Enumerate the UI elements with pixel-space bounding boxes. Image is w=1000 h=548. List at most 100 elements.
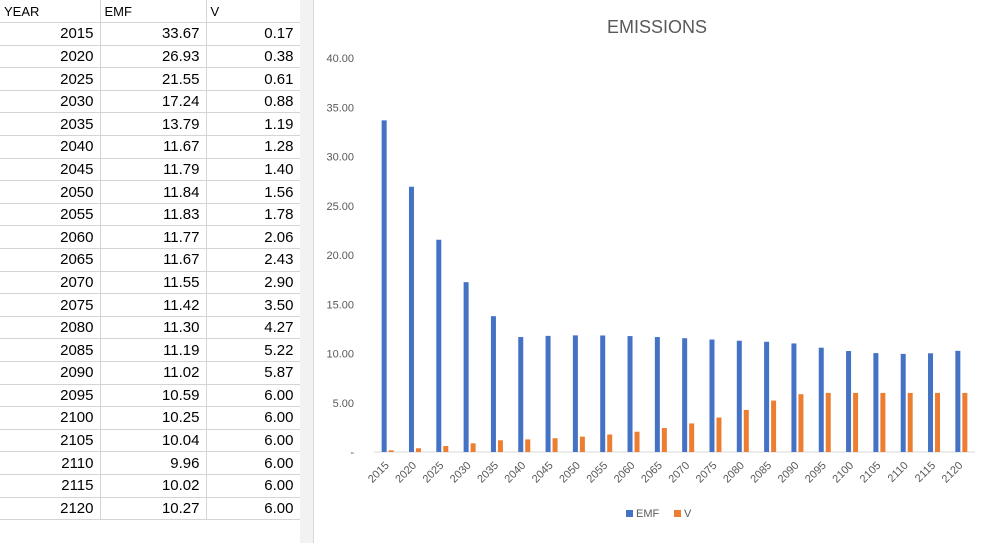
bar-emf-2100[interactable] xyxy=(846,351,852,452)
cell-emf[interactable]: 11.19 xyxy=(100,338,207,362)
cell-v[interactable]: 0.38 xyxy=(206,45,301,69)
cell-v[interactable]: 1.56 xyxy=(206,180,301,204)
bar-emf-2020[interactable] xyxy=(408,186,414,452)
cell-v[interactable]: 2.90 xyxy=(206,271,301,295)
bar-emf-2025[interactable] xyxy=(436,239,442,452)
cell-year[interactable]: 2060 xyxy=(0,225,101,250)
bar-emf-2040[interactable] xyxy=(518,337,524,452)
cell-v[interactable]: 0.88 xyxy=(206,90,301,114)
bar-v-2050[interactable] xyxy=(579,436,585,452)
bar-v-2105[interactable] xyxy=(880,392,886,452)
cell-v[interactable]: 5.87 xyxy=(206,361,301,385)
cell-emf[interactable]: 17.24 xyxy=(100,90,207,114)
bar-v-2030[interactable] xyxy=(470,443,476,452)
cell-emf[interactable]: 10.27 xyxy=(100,497,207,521)
cell-v[interactable]: 3.50 xyxy=(206,293,301,317)
bar-emf-2095[interactable] xyxy=(818,347,824,452)
header-cell-v[interactable]: V xyxy=(206,0,301,24)
bar-emf-2075[interactable] xyxy=(709,339,715,452)
cell-emf[interactable]: 11.83 xyxy=(100,203,207,227)
cell-emf[interactable]: 26.93 xyxy=(100,45,207,69)
bar-v-2080[interactable] xyxy=(743,409,749,452)
cell-emf[interactable]: 10.02 xyxy=(100,474,207,498)
cell-emf[interactable]: 13.79 xyxy=(100,112,207,137)
cell-emf[interactable]: 11.67 xyxy=(100,135,207,159)
cell-emf[interactable]: 11.84 xyxy=(100,180,207,204)
cell-year[interactable]: 2040 xyxy=(0,135,101,159)
bar-v-2045[interactable] xyxy=(552,438,558,452)
cell-v[interactable]: 6.00 xyxy=(206,497,301,521)
bar-v-2070[interactable] xyxy=(689,423,695,452)
cell-year[interactable]: 2070 xyxy=(0,271,101,295)
cell-year[interactable]: 2065 xyxy=(0,248,101,272)
bar-emf-2105[interactable] xyxy=(873,353,879,452)
bar-v-2065[interactable] xyxy=(661,428,667,452)
bar-v-2085[interactable] xyxy=(771,400,777,452)
cell-v[interactable]: 1.19 xyxy=(206,112,301,137)
cell-emf[interactable]: 11.30 xyxy=(100,316,207,340)
cell-emf[interactable]: 11.79 xyxy=(100,158,207,182)
cell-year[interactable]: 2085 xyxy=(0,338,101,362)
cell-v[interactable]: 4.27 xyxy=(206,316,301,340)
cell-year[interactable]: 2090 xyxy=(0,361,101,385)
cell-v[interactable]: 0.61 xyxy=(206,67,301,91)
cell-year[interactable]: 2020 xyxy=(0,45,101,69)
cell-emf[interactable]: 11.42 xyxy=(100,293,207,317)
cell-emf[interactable]: 11.55 xyxy=(100,271,207,295)
cell-emf[interactable]: 10.04 xyxy=(100,429,207,453)
bar-v-2120[interactable] xyxy=(962,392,968,452)
header-cell-year[interactable]: YEAR xyxy=(0,0,101,24)
bar-emf-2035[interactable] xyxy=(490,316,496,452)
cell-v[interactable]: 6.00 xyxy=(206,451,301,475)
cell-v[interactable]: 0.17 xyxy=(206,22,301,46)
cell-year[interactable]: 2050 xyxy=(0,180,101,204)
bar-emf-2090[interactable] xyxy=(791,343,797,452)
cell-v[interactable]: 6.00 xyxy=(206,384,301,408)
bar-v-2075[interactable] xyxy=(716,417,722,452)
cell-year[interactable]: 2055 xyxy=(0,203,101,227)
cell-v[interactable]: 5.22 xyxy=(206,338,301,362)
bar-v-2015[interactable] xyxy=(388,450,394,452)
cell-emf[interactable]: 11.77 xyxy=(100,225,207,250)
cell-v[interactable]: 6.00 xyxy=(206,406,301,430)
bar-v-2055[interactable] xyxy=(607,434,613,452)
cell-emf[interactable]: 11.02 xyxy=(100,361,207,385)
cell-year[interactable]: 2115 xyxy=(0,474,101,498)
cell-v[interactable]: 6.00 xyxy=(206,474,301,498)
bar-emf-2110[interactable] xyxy=(900,353,906,452)
cell-year[interactable]: 2075 xyxy=(0,293,101,317)
cell-emf[interactable]: 9.96 xyxy=(100,451,207,475)
cell-v[interactable]: 2.06 xyxy=(206,225,301,250)
cell-v[interactable]: 1.40 xyxy=(206,158,301,182)
bar-emf-2065[interactable] xyxy=(654,337,660,452)
cell-emf[interactable]: 21.55 xyxy=(100,67,207,91)
cell-emf[interactable]: 10.59 xyxy=(100,384,207,408)
bar-v-2090[interactable] xyxy=(798,394,804,452)
bar-emf-2055[interactable] xyxy=(600,335,606,452)
bar-emf-2085[interactable] xyxy=(764,341,770,452)
bar-v-2040[interactable] xyxy=(525,439,531,452)
cell-year[interactable]: 2025 xyxy=(0,67,101,91)
bar-emf-2115[interactable] xyxy=(928,353,934,452)
cell-year[interactable]: 2100 xyxy=(0,406,101,430)
bar-v-2035[interactable] xyxy=(497,440,503,452)
bar-emf-2045[interactable] xyxy=(545,335,551,452)
cell-v[interactable]: 2.43 xyxy=(206,248,301,272)
bar-v-2100[interactable] xyxy=(853,392,859,452)
bar-v-2060[interactable] xyxy=(634,431,640,452)
bar-v-2020[interactable] xyxy=(415,448,421,452)
cell-v[interactable]: 1.28 xyxy=(206,135,301,159)
header-cell-emf[interactable]: EMF xyxy=(100,0,207,24)
bar-emf-2080[interactable] xyxy=(736,340,742,452)
cell-year[interactable]: 2045 xyxy=(0,158,101,182)
bar-v-2025[interactable] xyxy=(443,445,449,452)
cell-emf[interactable]: 10.25 xyxy=(100,406,207,430)
cell-v[interactable]: 1.78 xyxy=(206,203,301,227)
cell-year[interactable]: 2015 xyxy=(0,22,101,46)
bar-emf-2060[interactable] xyxy=(627,336,633,452)
bar-v-2115[interactable] xyxy=(935,392,941,452)
cell-year[interactable]: 2105 xyxy=(0,429,101,453)
cell-year[interactable]: 2035 xyxy=(0,112,101,137)
bar-emf-2015[interactable] xyxy=(381,120,387,453)
bar-emf-2030[interactable] xyxy=(463,282,469,452)
